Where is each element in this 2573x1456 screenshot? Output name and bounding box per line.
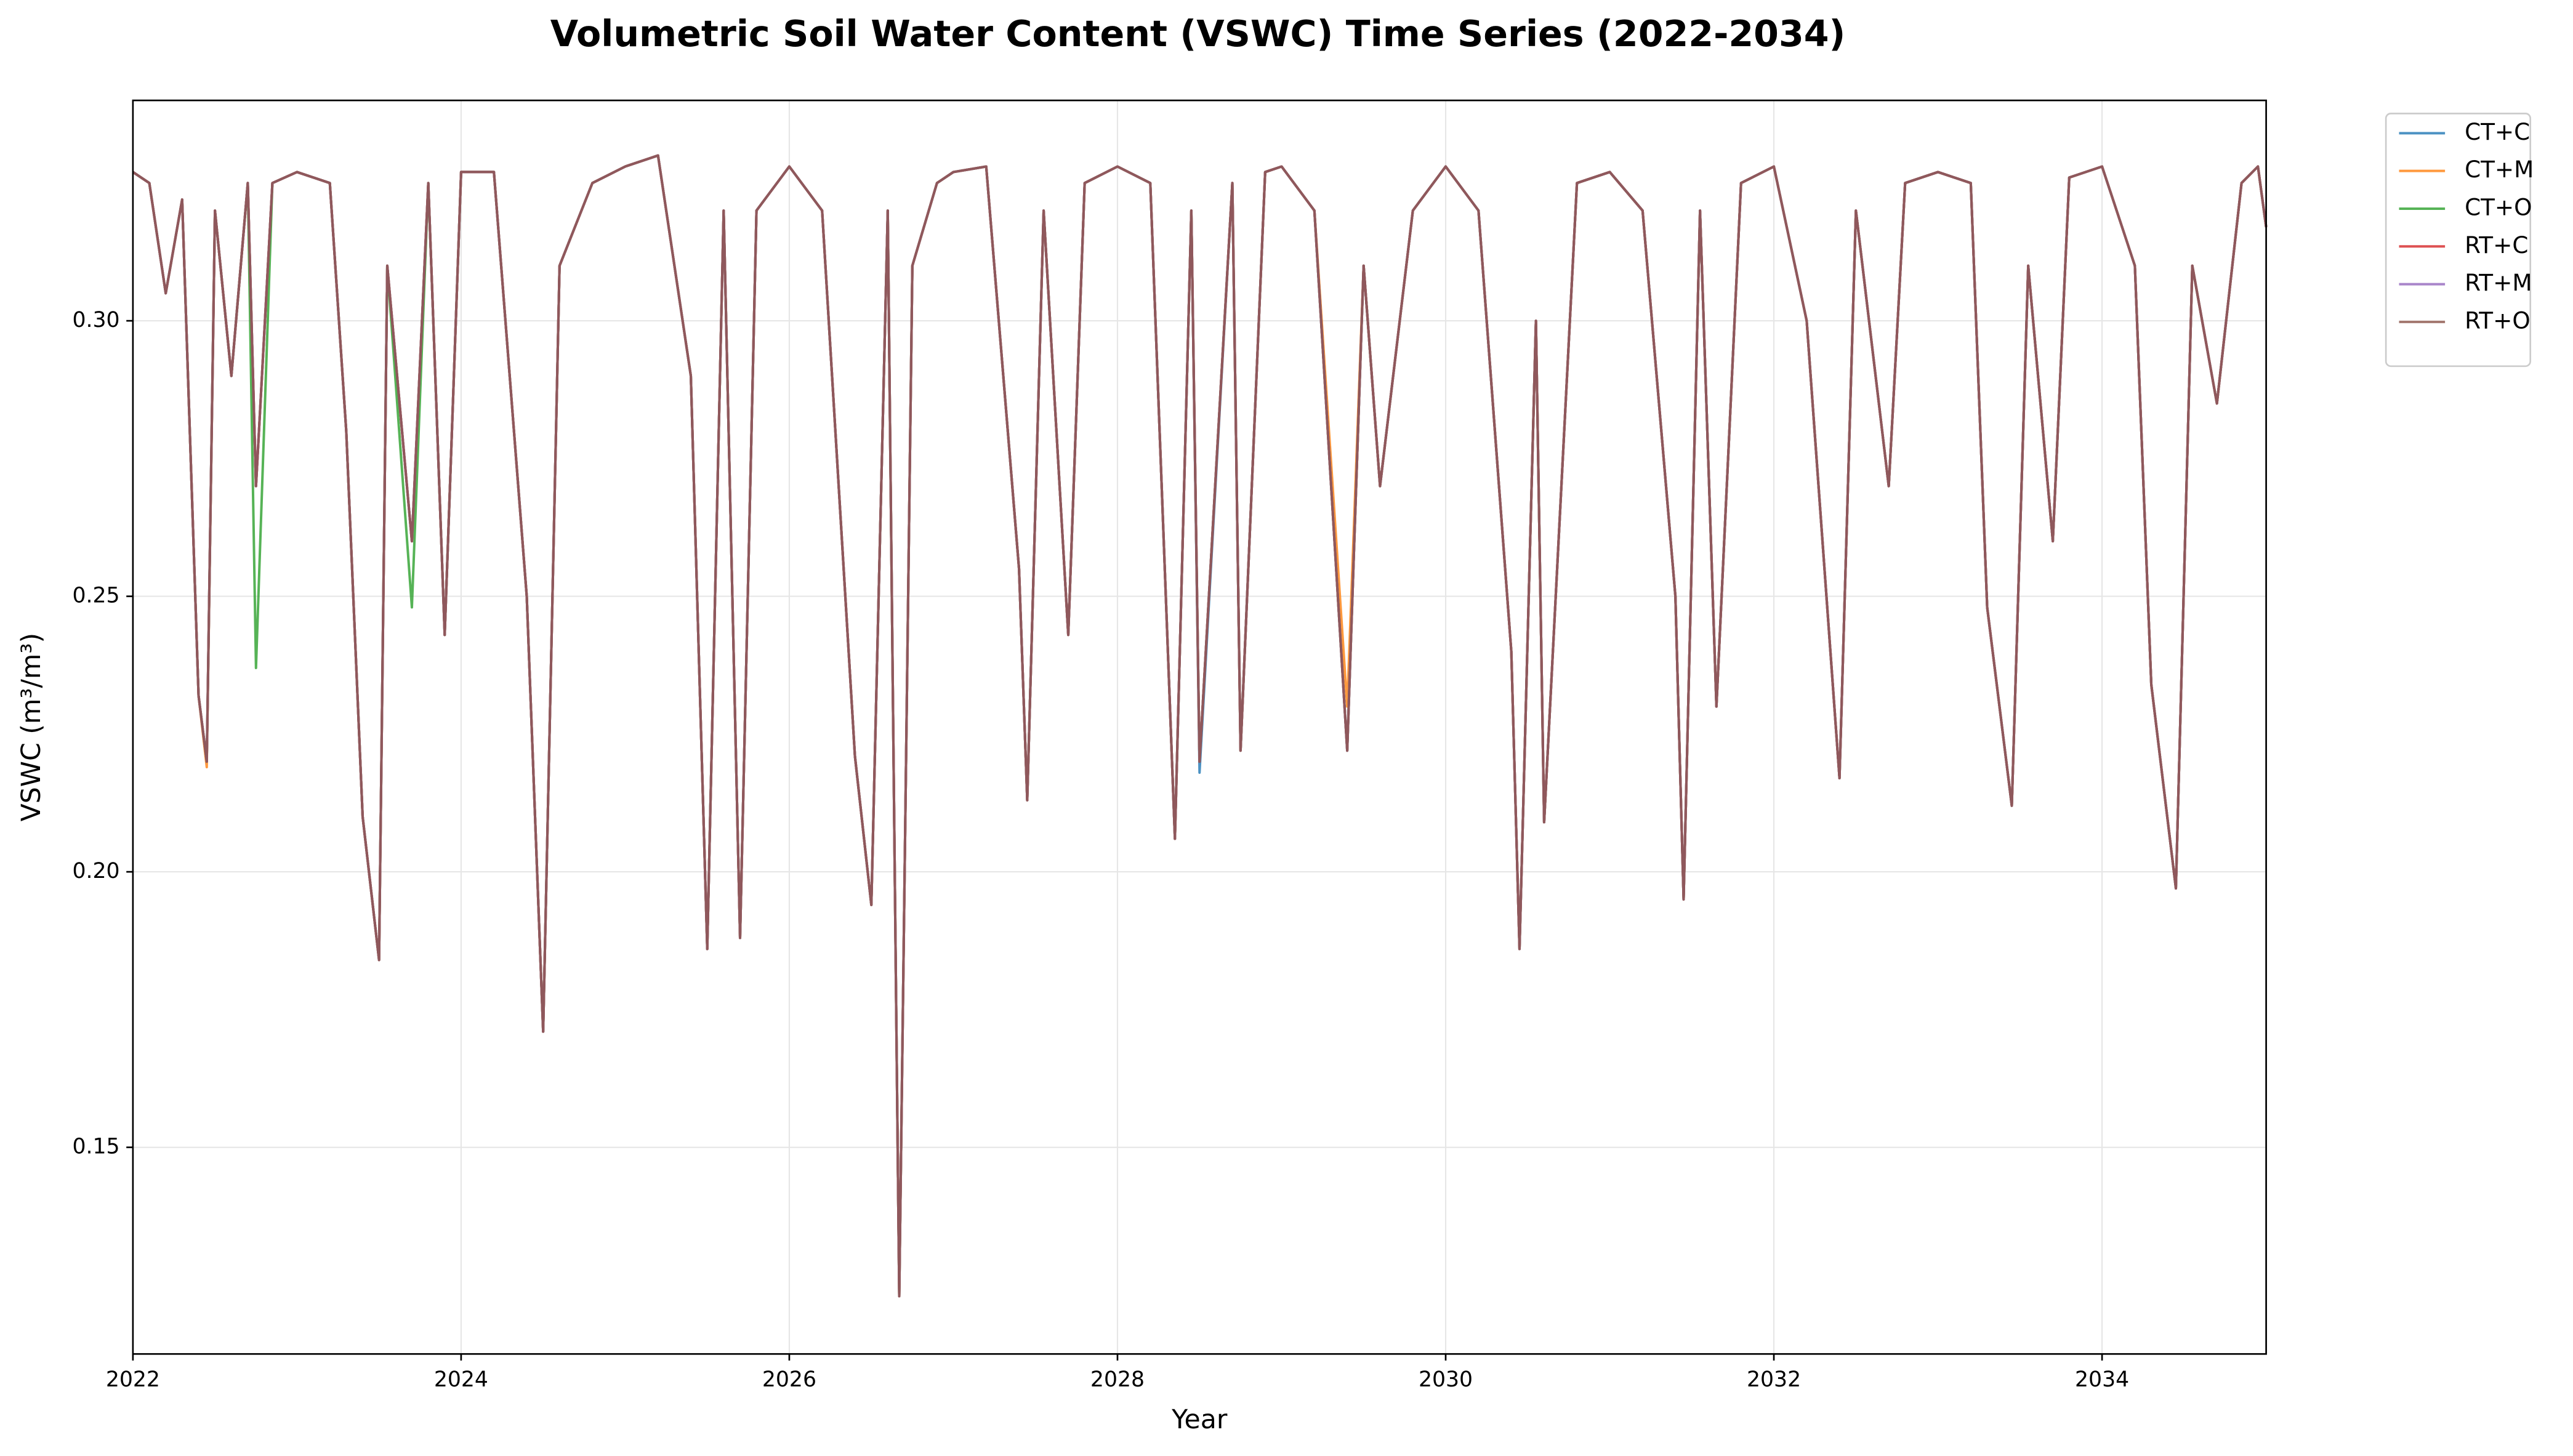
y-tick-label: 0.20: [72, 859, 119, 883]
legend-label: CT+O: [2465, 193, 2532, 220]
y-tick-label: 0.30: [72, 308, 119, 332]
plot-frame: [132, 99, 2267, 1355]
x-tick-label: 2022: [106, 1367, 160, 1392]
y-axis-label: VSWC (m³/m³): [16, 633, 47, 822]
y-tick-label: 0.15: [72, 1135, 119, 1159]
legend: CT+C CT+M CT+O RT+C RT+M RT+O: [2385, 113, 2534, 368]
legend-label: CT+C: [2465, 118, 2530, 145]
legend-label: RT+O: [2465, 307, 2531, 334]
x-tick-label: 2030: [1419, 1367, 1473, 1392]
legend-label: CT+M: [2465, 156, 2534, 183]
x-tick-label: 2026: [762, 1367, 816, 1392]
y-tick-label: 0.25: [72, 584, 119, 608]
legend-box: [2385, 113, 2532, 368]
series-line: [132, 154, 2268, 1298]
legend-label: RT+C: [2465, 231, 2528, 259]
legend-label: RT+M: [2465, 269, 2532, 296]
x-axis-label: Year: [1171, 1404, 1228, 1435]
x-tick-label: 2032: [1747, 1367, 1801, 1392]
chart-title: Volumetric Soil Water Content (VSWC) Tim…: [550, 13, 1846, 55]
x-tick-label: 2034: [2075, 1367, 2129, 1392]
x-tick-label: 2028: [1090, 1367, 1145, 1392]
x-tick-label: 2024: [434, 1367, 488, 1392]
